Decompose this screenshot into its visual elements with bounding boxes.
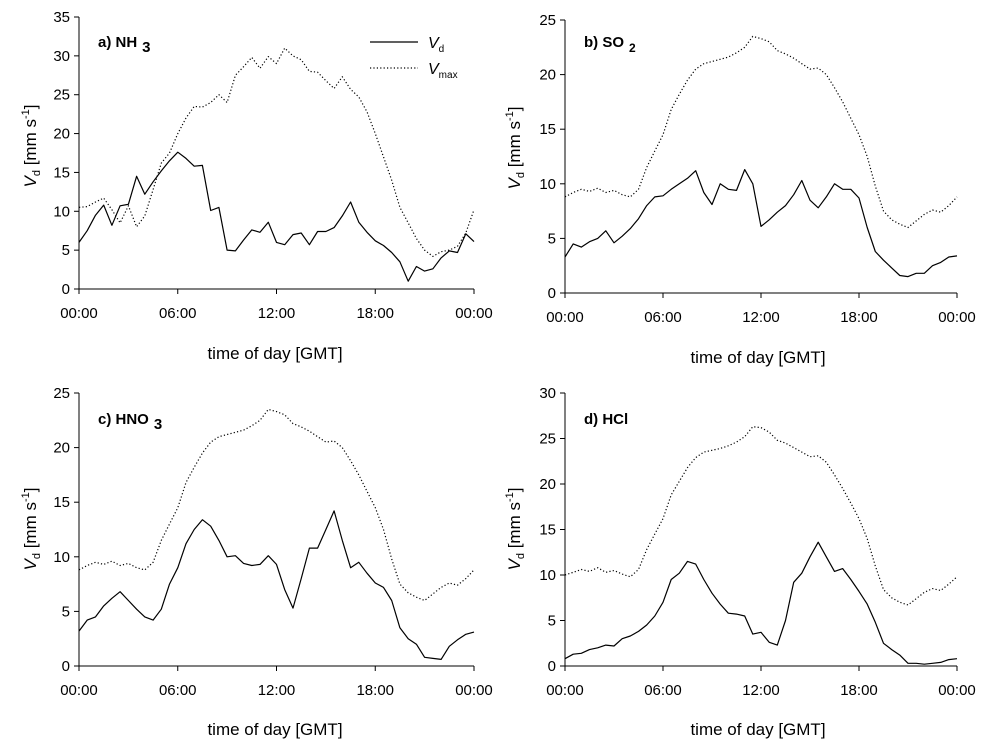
x-tick-label-c: 00:00 [455, 682, 493, 699]
legend-vd-sub: d [439, 44, 445, 55]
x-tick-label-d: 06:00 [644, 682, 682, 699]
y-tick-label-d: 10 [539, 567, 556, 584]
y-tick-label-c: 10 [53, 549, 70, 566]
y-tick-label-b: 15 [539, 121, 556, 138]
x-tick-label-c: 18:00 [356, 682, 394, 699]
plot-area-a: 0 5 10 15 20 25 30 35 00:00 06:00 12:00 18:00 00:00 [53, 9, 492, 322]
y-tick-label-d: 20 [539, 476, 556, 493]
panel-title-a-sub: 3 [142, 39, 150, 56]
legend-vd-label: V [428, 35, 440, 52]
x-tick-label-b: 18:00 [840, 309, 878, 326]
y-tick-label-b: 25 [539, 12, 556, 29]
y-tick-label-a: 15 [53, 164, 70, 181]
x-tick-label-b: 00:00 [546, 309, 584, 326]
legend-vmax-sub: max [439, 70, 458, 81]
series-vmax-line-c [78, 408, 475, 602]
y-tick-label-b: 20 [539, 67, 556, 84]
series-vd-line-b [564, 169, 958, 278]
panel-title-a: a) NH 3 [98, 34, 151, 56]
x-tick-label-a: 00:00 [455, 305, 493, 322]
panel-title-b: b) SO 2 [584, 34, 636, 55]
y-tick-label-a: 35 [53, 9, 70, 26]
y-tick-label-a: 5 [62, 242, 70, 259]
y-axis-label-d: Vd [mm s-1] [504, 488, 527, 571]
y-tick-label-a: 20 [53, 126, 70, 143]
panel-title-b-sub: 2 [629, 41, 636, 55]
panel-title-d-main: d) HCl [584, 411, 628, 428]
y-tick-label-a: 25 [53, 87, 70, 104]
x-tick-label-b: 00:00 [938, 309, 976, 326]
x-axis-label-d: time of day [GMT] [690, 720, 825, 739]
y-tick-label-c: 5 [62, 603, 70, 620]
series-vd-line-a [78, 151, 475, 282]
y-tick-label-c: 20 [53, 440, 70, 457]
x-axis-label-a: time of day [GMT] [207, 344, 342, 363]
panel-title-d: d) HCl [584, 411, 628, 428]
x-tick-label-d: 12:00 [742, 682, 780, 699]
x-tick-label-d: 18:00 [840, 682, 878, 699]
y-tick-label-d: 25 [539, 431, 556, 448]
y-tick-label-b: 5 [548, 230, 556, 247]
y-tick-label-c: 15 [53, 494, 70, 511]
series-vmax-line-b [564, 35, 958, 229]
x-tick-label-b: 06:00 [644, 309, 682, 326]
x-tick-label-d: 00:00 [938, 682, 976, 699]
x-tick-label-a: 00:00 [60, 305, 98, 322]
x-tick-label-c: 00:00 [60, 682, 98, 699]
x-axis-label-c: time of day [GMT] [207, 720, 342, 739]
svg-text:a) NH3: a) NH 3 [98, 34, 151, 56]
panel-title-c: c) HNO 3 [98, 411, 162, 433]
series-vd-line-c [78, 510, 475, 661]
panel-d: 0 5 10 15 20 25 30 00:00 06:00 12:00 18:00 00:00 d)… [504, 385, 976, 739]
x-tick-label-c: 06:00 [159, 682, 197, 699]
y-axis-label-b: Vd [mm s-1] [504, 107, 527, 190]
y-tick-label-d: 5 [548, 613, 556, 630]
y-tick-label-a: 0 [62, 281, 70, 298]
series-vmax-line-a [78, 47, 475, 257]
x-tick-label-a: 18:00 [356, 305, 394, 322]
y-tick-label-a: 30 [53, 48, 70, 65]
y-tick-label-b: 10 [539, 176, 556, 193]
y-axis-label-a: Vd [mm s-1] [20, 105, 43, 188]
plot-area-b: 0 5 10 15 20 25 00:00 06:00 12:00 18:00 00:00 [539, 12, 975, 326]
y-axis-label-c: Vd [mm s-1] [20, 488, 43, 571]
panel-title-a-main: a) NH [98, 34, 137, 51]
series-vmax-line-d [564, 426, 958, 606]
y-tick-label-b: 0 [548, 285, 556, 302]
y-tick-label-d: 15 [539, 522, 556, 539]
series-vd-line-d [564, 541, 958, 665]
y-tick-label-d: 0 [548, 658, 556, 675]
x-tick-label-a: 06:00 [159, 305, 197, 322]
panel-title-c-main: c) HNO [98, 411, 149, 428]
y-tick-label-c: 25 [53, 385, 70, 402]
svg-text:Vd: Vd [428, 35, 444, 55]
panel-c: 0 5 10 15 20 25 00:00 06:00 12:00 18:00 00:00 c) H… [20, 385, 493, 739]
y-tick-label-a: 10 [53, 203, 70, 220]
x-tick-label-a: 12:00 [258, 305, 296, 322]
legend-vmax-label: V [428, 61, 440, 78]
legend: Vd Vmax [370, 35, 458, 81]
svg-text:b) SO2: b) SO 2 [584, 34, 636, 55]
plot-area-c: 0 5 10 15 20 25 00:00 06:00 12:00 18:00 00:00 [53, 385, 492, 699]
y-tick-label-d: 30 [539, 385, 556, 402]
plot-area-d: 0 5 10 15 20 25 30 00:00 06:00 12:00 18:00 00:00 [539, 385, 975, 699]
y-tick-label-c: 0 [62, 658, 70, 675]
x-tick-label-b: 12:00 [742, 309, 780, 326]
svg-text:Vmax: Vmax [428, 61, 458, 81]
x-axis-label-b: time of day [GMT] [690, 348, 825, 367]
x-tick-label-d: 00:00 [546, 682, 584, 699]
x-tick-label-c: 12:00 [258, 682, 296, 699]
panel-title-c-sub: 3 [154, 416, 162, 433]
svg-text:d) HCl: d) HCl [584, 411, 628, 428]
panel-b: 0 5 10 15 20 25 00:00 06:00 12:00 18:00 00:00 b) S… [504, 12, 976, 367]
panel-title-b-main: b) SO [584, 34, 624, 51]
